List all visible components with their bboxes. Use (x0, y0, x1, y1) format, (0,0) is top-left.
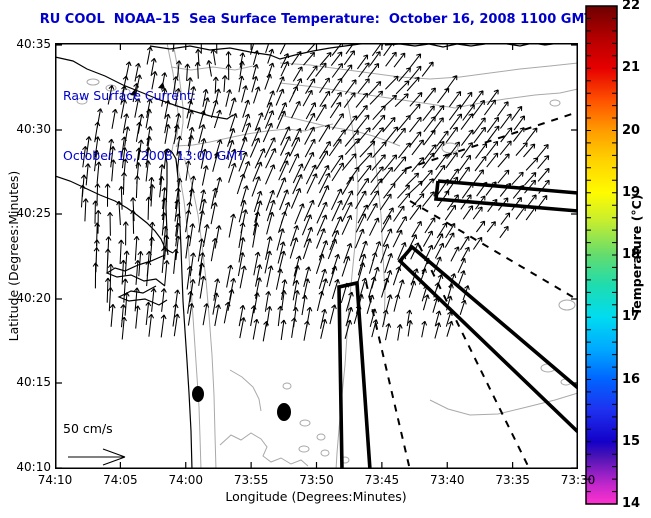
shipping-lane (337, 280, 372, 469)
bathymetry-contour (279, 62, 578, 80)
y-tick-label: 40:15 (16, 375, 51, 389)
bathymetry-contour (172, 43, 184, 148)
axis-ticks (55, 44, 578, 469)
bathymetry-contour (279, 82, 578, 109)
bathymetry-contour-blob (320, 449, 330, 457)
colorbar (585, 5, 618, 505)
x-tick-label: 73:40 (429, 473, 465, 487)
x-tick-label: 73:55 (233, 473, 269, 487)
coastline-path (171, 151, 193, 469)
colorbar-tick-label: 16 (622, 371, 641, 387)
coastline-path (55, 56, 234, 120)
bathymetry-contour (372, 138, 386, 326)
bathymetry-contour (183, 156, 217, 469)
x-tick-label: 73:50 (299, 473, 334, 487)
buoy-marker (277, 403, 291, 421)
colorbar-tick-label: 14 (622, 496, 641, 511)
plot-title: RU COOL NOAA–15 Sea Surface Temperature:… (39, 12, 594, 27)
separation-dashed-line (418, 244, 531, 469)
plot-box (55, 43, 578, 469)
colorbar-tick-label: 20 (622, 122, 641, 138)
x-tick-label: 74:00 (168, 473, 204, 487)
colorbar-tick-label: 17 (622, 309, 641, 325)
x-tick-label: 73:30 (560, 473, 596, 487)
x-tick-label: 73:45 (364, 473, 400, 487)
colorbar-tick-label: 22 (622, 0, 641, 13)
bathymetry-contour-blob (558, 299, 576, 311)
y-tick-label: 40:30 (16, 122, 51, 136)
y-tick-label: 40:35 (16, 37, 51, 51)
bathymetry-contour-blob (282, 382, 292, 390)
colorbar-tick-label: 19 (622, 184, 641, 200)
bathymetry-contour-blob (316, 433, 326, 441)
colorbar-tick-label: 21 (622, 60, 641, 76)
y-tick-label: 40:20 (16, 291, 51, 305)
separation-dashed-line (365, 281, 411, 469)
y-tick-label: 40:10 (16, 460, 51, 474)
map-plot-area (55, 43, 578, 469)
shipping-lane (434, 179, 578, 213)
separation-dashed-line (409, 200, 578, 301)
scale-arrow-label: 50 cm/s (63, 421, 113, 436)
buoy-marker (192, 386, 204, 402)
overlay-note-line2: October 16, 2008 13:00 GMT (63, 148, 245, 163)
current-overlay-note: Raw Surface Current: October 16, 2008 13… (63, 46, 245, 206)
bathymetry-contour (219, 432, 309, 467)
bathymetry-contour-blob (86, 78, 100, 86)
x-tick-label: 74:10 (37, 473, 73, 487)
x-axis-label: Longitude (Degrees:Minutes) (225, 489, 407, 504)
bathymetry-contour-blob (298, 445, 310, 453)
overlay-note-line1: Raw Surface Current: (63, 88, 197, 103)
colorbar-tick-label: 18 (622, 247, 641, 262)
colorbar-ticks (586, 5, 617, 505)
separation-dashed-line (404, 111, 578, 170)
bathymetry-contour-blob (76, 97, 88, 105)
colorbar-gradient (585, 5, 618, 505)
x-tick-label: 74:05 (103, 473, 138, 487)
y-tick-label: 40:25 (16, 206, 51, 220)
scale-arrow (68, 448, 126, 466)
y-axis-label: Latitude (Degrees:Minutes) (6, 170, 21, 342)
bathymetry-contour (229, 369, 262, 412)
bathymetry-contour-blob (441, 142, 459, 154)
x-tick-label: 73:35 (495, 473, 530, 487)
colorbar-tick-label: 15 (622, 433, 641, 449)
bathymetry-contour-blob (299, 419, 311, 427)
shipping-lane (397, 244, 578, 434)
bathymetry-contour (429, 392, 578, 416)
bathymetry-contour (174, 156, 202, 469)
bathymetry-contour-blob (549, 99, 561, 107)
